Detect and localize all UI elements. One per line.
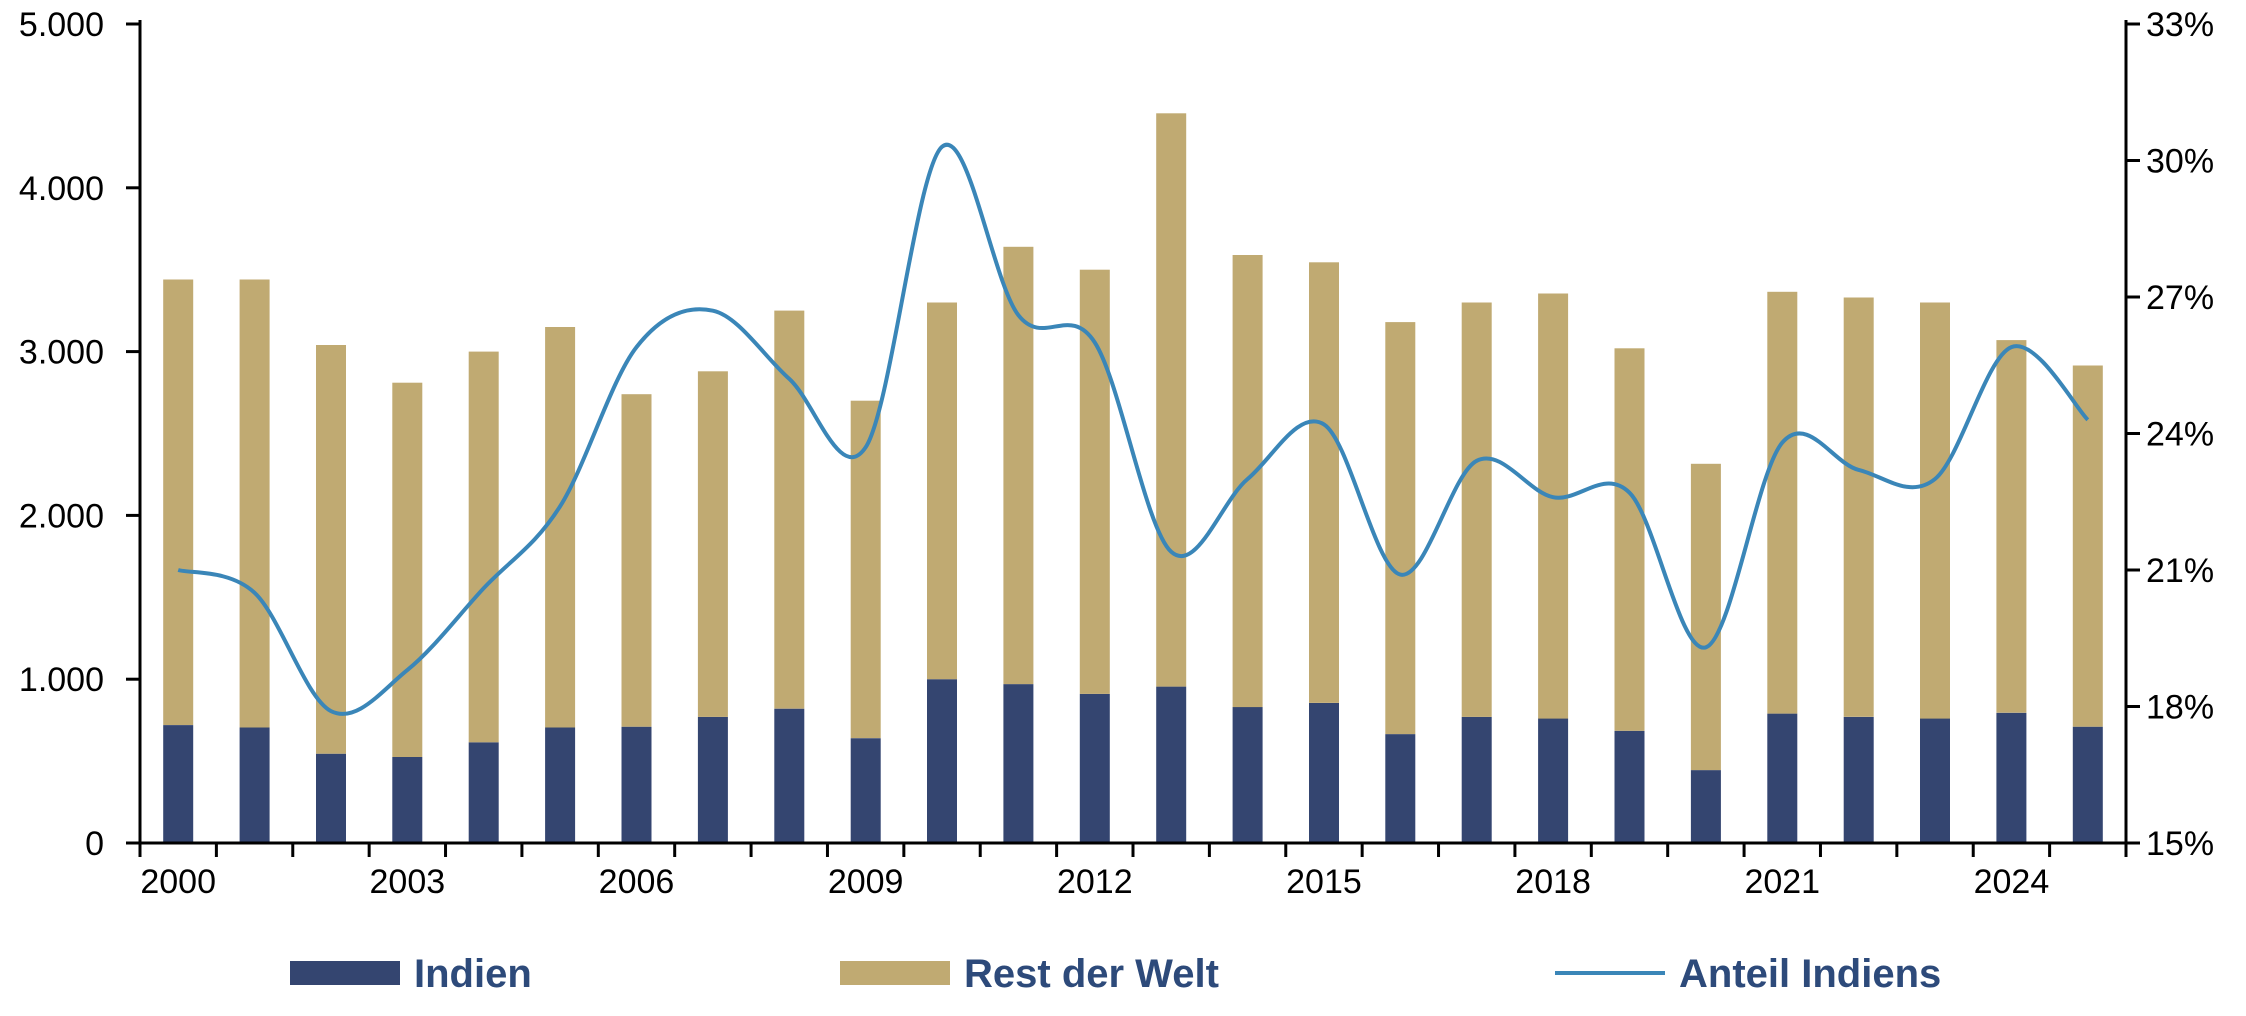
- y-right-tick-label: 21%: [2146, 552, 2214, 590]
- y-left-tick-label: 1.000: [19, 661, 104, 699]
- bar-rest-der-welt-2013: [1156, 113, 1187, 687]
- y-right-tick-label: 33%: [2146, 6, 2214, 44]
- bar-indien-2014: [1232, 707, 1263, 843]
- legend-label-0: Indien: [414, 952, 532, 996]
- y-right-tick-label: 30%: [2146, 143, 2214, 181]
- bar-indien-2005: [545, 727, 576, 843]
- y-right-tick-label: 27%: [2146, 279, 2214, 317]
- y-right-tick-label: 15%: [2146, 825, 2214, 863]
- bar-indien-2012: [1079, 693, 1110, 843]
- bar-indien-2001: [239, 727, 270, 843]
- bar-rest-der-welt-2005: [545, 327, 576, 728]
- bar-indien-2013: [1156, 686, 1187, 843]
- bar-indien-2004: [468, 742, 499, 843]
- bar-indien-2023: [1920, 718, 1950, 843]
- y-left-tick-label: 2.000: [19, 497, 104, 535]
- bar-indien-2017: [1461, 716, 1492, 843]
- bar-rest-der-welt-2019: [1614, 348, 1645, 731]
- bar-rest-der-welt-2011: [1003, 246, 1034, 685]
- bar-indien-2011: [1003, 684, 1034, 843]
- bar-rest-der-welt-2001: [239, 279, 270, 728]
- bar-rest-der-welt-2004: [468, 351, 499, 743]
- bar-rest-der-welt-2007: [697, 371, 728, 717]
- bar-rest-der-welt-2023: [1920, 302, 1950, 719]
- bar-rest-der-welt-2016: [1385, 322, 1416, 735]
- x-tick-label: 2021: [1744, 863, 1820, 901]
- y-left-tick-label: 4.000: [19, 170, 104, 208]
- bar-indien-2006: [621, 726, 652, 843]
- legend-label-1: Rest der Welt: [964, 952, 1219, 996]
- x-tick-label: 2003: [370, 863, 446, 901]
- bar-rest-der-welt-2015: [1309, 262, 1339, 703]
- bar-indien-2002: [316, 753, 346, 843]
- x-tick-label: 2012: [1057, 863, 1133, 901]
- bar-indien-2016: [1385, 734, 1416, 843]
- bar-indien-2019: [1614, 730, 1645, 843]
- axes-layer: 0 1.000 2.000 3.000 4.000 5.000 15% 18% 21% 24% 27…: [19, 6, 2214, 901]
- bar-indien-2018: [1538, 718, 1569, 843]
- bar-rest-der-welt-2021: [1767, 291, 1798, 714]
- bar-indien-2000: [163, 725, 194, 843]
- bar-rest-der-welt-2017: [1461, 302, 1492, 717]
- bar-indien-2022: [1843, 716, 1874, 843]
- x-tick-label: 2018: [1515, 863, 1591, 901]
- bar-indien-2007: [697, 716, 728, 843]
- x-tick-label: 2006: [599, 863, 675, 901]
- bar-indien-2021: [1767, 713, 1798, 843]
- bar-rest-der-welt-2006: [621, 394, 652, 727]
- x-tick-label: 2009: [828, 863, 904, 901]
- y-left-tick-label: 5.000: [19, 6, 104, 44]
- bar-rest-der-welt-2000: [163, 279, 194, 725]
- bar-indien-2009: [850, 738, 881, 843]
- bar-indien-2025: [2072, 726, 2103, 843]
- legend-label-2: Anteil Indiens: [1679, 952, 1941, 996]
- y-right-tick-label: 18%: [2146, 689, 2214, 727]
- bar-rest-der-welt-2002: [316, 345, 346, 754]
- bar-rest-der-welt-2022: [1843, 297, 1874, 717]
- bar-rest-der-welt-2003: [392, 382, 423, 757]
- x-tick-label: 2024: [1974, 863, 2050, 901]
- bar-indien-2024: [1996, 712, 2027, 843]
- legend: Indien Rest der Welt Anteil Indiens: [290, 952, 1941, 996]
- x-tick-label: 2015: [1286, 863, 1362, 901]
- share-line-layer: [177, 142, 2090, 716]
- y-left-tick-label: 3.000: [19, 334, 104, 372]
- x-tick-label: 2000: [140, 863, 216, 901]
- bar-rest-der-welt-2010: [927, 302, 957, 680]
- bar-indien-2003: [392, 757, 423, 843]
- bar-rest-der-welt-2009: [850, 400, 881, 739]
- bars-layer: [163, 113, 2103, 843]
- y-left-tick-label: 0: [85, 825, 104, 863]
- bar-rest-der-welt-2024: [1996, 340, 2027, 713]
- y-right-tick-label: 24%: [2146, 416, 2214, 454]
- bar-rest-der-welt-2020: [1690, 463, 1721, 771]
- bar-rest-der-welt-2025: [2072, 365, 2103, 727]
- bar-rest-der-welt-2018: [1538, 293, 1569, 719]
- bar-indien-2008: [774, 708, 805, 843]
- bar-indien-2010: [927, 679, 957, 843]
- bar-indien-2020: [1690, 770, 1721, 843]
- bar-rest-der-welt-2012: [1079, 269, 1110, 694]
- bar-indien-2015: [1309, 703, 1339, 843]
- legend-swatch-0: [290, 961, 400, 985]
- line-anteil-indiens: [177, 142, 2090, 716]
- legend-swatch-1: [840, 961, 950, 985]
